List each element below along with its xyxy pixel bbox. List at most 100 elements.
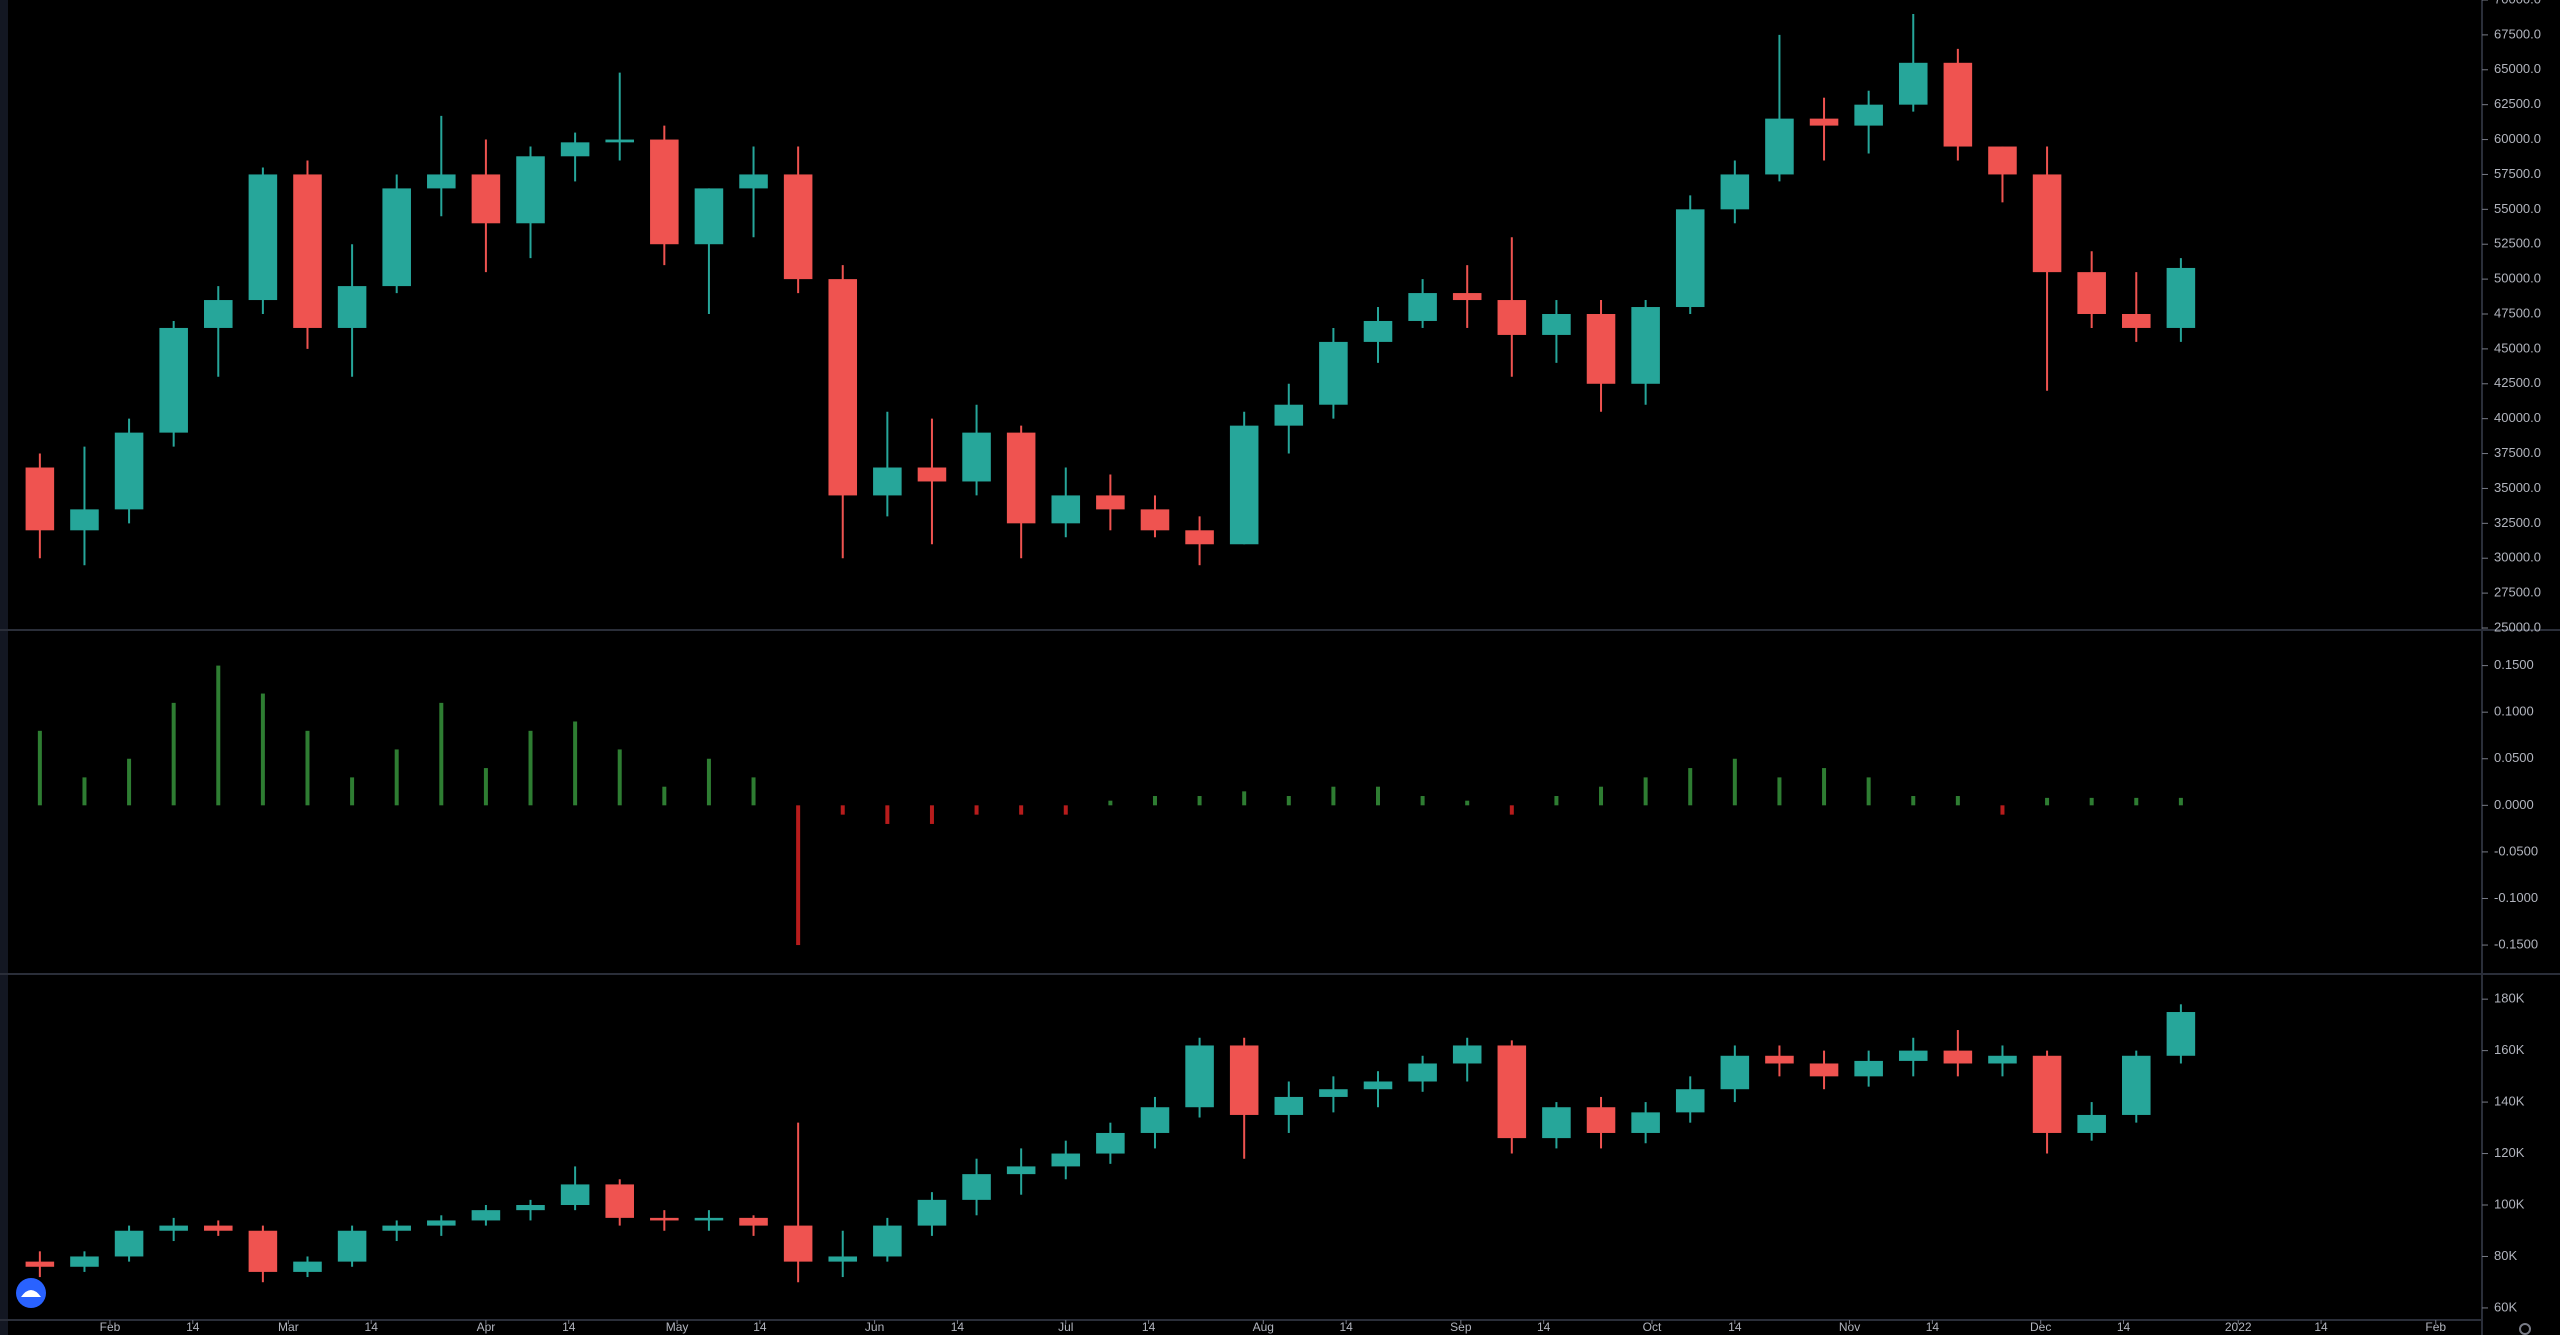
histogram-bar <box>1286 796 1291 806</box>
y-tick-label: 62500.0 <box>2494 96 2541 111</box>
histogram-bar <box>885 805 890 824</box>
candle-body <box>1943 62 1973 147</box>
histogram-bar <box>350 777 355 806</box>
y-tick-label: 0.0000 <box>2494 797 2534 812</box>
logo[interactable] <box>16 1278 46 1308</box>
candle-body <box>1274 1096 1304 1115</box>
histogram-bar <box>1822 768 1827 806</box>
candle-body <box>159 1225 188 1231</box>
y-tick-label: 180K <box>2494 991 2525 1006</box>
candle-body <box>1898 1050 1928 1061</box>
candle-body <box>873 467 902 496</box>
x-tick-label: Apr <box>477 1320 496 1334</box>
candle-body <box>1185 530 1214 545</box>
candle-body <box>1274 404 1304 426</box>
x-tick-label: Oct <box>1643 1320 1662 1334</box>
y-tick-label: 50000.0 <box>2494 271 2541 286</box>
candle-body <box>2122 1055 2151 1115</box>
y-tick-label: 70000.0 <box>2494 0 2541 6</box>
logo-icon[interactable] <box>21 1290 41 1297</box>
y-tick-label: 65000.0 <box>2494 61 2541 76</box>
x-tick-label: 14 <box>1728 1320 1742 1334</box>
candle-body <box>1140 1107 1170 1133</box>
x-tick-label: Feb <box>100 1320 121 1334</box>
histogram-bar <box>1866 777 1871 806</box>
candle-body <box>2077 272 2106 314</box>
histogram-bar <box>1911 796 1916 806</box>
x-tick-label: May <box>666 1320 689 1334</box>
x-tick-label: Jul <box>1058 1320 1073 1334</box>
candle-body <box>1497 300 1527 335</box>
histogram-bar <box>82 777 87 806</box>
candle-body <box>1765 1055 1794 1064</box>
histogram-bar <box>260 693 265 806</box>
histogram-bar <box>1197 796 1202 806</box>
candle-body <box>694 1217 724 1221</box>
histogram-bar <box>2178 797 2183 806</box>
candle-body <box>1675 1089 1705 1113</box>
candle-body <box>2077 1114 2106 1133</box>
candle-body <box>1185 1045 1214 1108</box>
candle-body <box>1542 314 1571 335</box>
candle-body <box>1452 1045 1482 1064</box>
candle-body <box>427 174 456 189</box>
y-tick-label: -0.1000 <box>2494 890 2538 905</box>
y-tick-label: 160K <box>2494 1042 2525 1057</box>
candle-body <box>382 1225 411 1231</box>
histogram-bar <box>617 749 622 806</box>
y-tick-label: 0.0500 <box>2494 750 2534 765</box>
candle-body <box>114 1230 144 1257</box>
histogram-bar <box>1688 768 1693 806</box>
candle-body <box>1765 118 1794 175</box>
x-tick-label: 14 <box>753 1320 767 1334</box>
y-tick-label: 60K <box>2494 1299 2517 1314</box>
candle-body <box>650 139 679 245</box>
candle-body <box>2166 267 2196 328</box>
candle-body <box>1809 118 1839 126</box>
candle-body <box>1943 1050 1973 1064</box>
candle-body <box>1051 1153 1081 1167</box>
candle-body <box>1096 495 1125 510</box>
y-tick-label: 140K <box>2494 1094 2525 1109</box>
candle-body <box>1720 174 1750 210</box>
candle-body <box>1051 495 1081 524</box>
candle-body <box>605 1184 634 1218</box>
candle-body <box>1586 314 1616 384</box>
y-tick-label: 100K <box>2494 1196 2525 1211</box>
gear[interactable] <box>2519 1323 2531 1335</box>
candle-body <box>1720 1055 1750 1090</box>
histogram-bar <box>1108 800 1113 806</box>
candle-body <box>1408 1063 1437 1082</box>
histogram-bar <box>929 805 934 824</box>
candle-body <box>25 467 55 531</box>
histogram-bar <box>1152 796 1157 806</box>
candle-body <box>1854 1060 1883 1077</box>
candle-body <box>2122 314 2151 328</box>
candle-body <box>1988 146 2017 175</box>
candle-body <box>783 174 813 280</box>
candle-body <box>293 1261 322 1272</box>
y-tick-label: 37500.0 <box>2494 445 2541 460</box>
candle-body <box>650 1217 679 1221</box>
candle-body <box>873 1225 902 1257</box>
x-tick-label: Sep <box>1450 1320 1472 1334</box>
candle-body <box>605 139 634 143</box>
candle-body <box>114 432 144 510</box>
candle-body <box>2032 1055 2062 1133</box>
candle-body <box>471 174 501 224</box>
y-tick-label: 55000.0 <box>2494 201 2541 216</box>
candle-body <box>2032 174 2062 273</box>
candle-body <box>917 467 947 482</box>
candle-body <box>1809 1063 1839 1077</box>
histogram-bar <box>706 758 711 806</box>
histogram-bar <box>216 665 221 806</box>
candle-body <box>1363 320 1393 342</box>
histogram-bar <box>2000 805 2005 815</box>
histogram-bar <box>1465 800 1470 806</box>
candle-body <box>783 1225 813 1262</box>
histogram-bar <box>1777 777 1782 806</box>
candle-body <box>1854 104 1883 126</box>
y-tick-label: 57500.0 <box>2494 166 2541 181</box>
settings-icon[interactable] <box>2519 1323 2531 1335</box>
